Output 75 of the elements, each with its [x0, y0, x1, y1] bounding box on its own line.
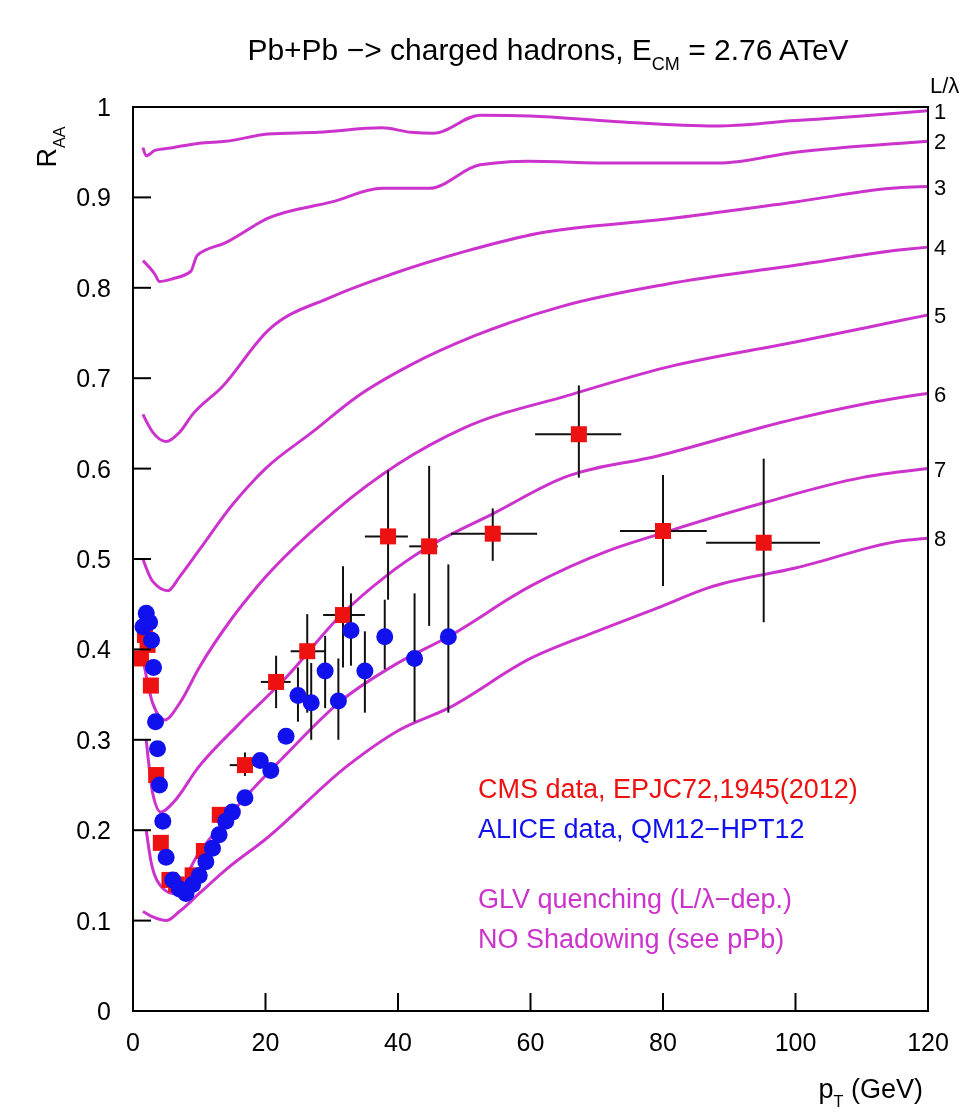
line-series [141, 536, 930, 923]
y-tick-label: 0.1 [76, 906, 111, 935]
point [149, 740, 167, 758]
text: ALICE data, QM12−HPT12 [478, 814, 805, 844]
legend-title: L/λ [930, 73, 960, 98]
y-tick-label: 0.4 [76, 635, 112, 664]
y-tick-label: 0.8 [76, 273, 111, 302]
point [342, 621, 360, 639]
point [268, 673, 285, 690]
point [151, 776, 168, 794]
line-series [141, 245, 930, 593]
point [356, 662, 374, 680]
point [262, 762, 280, 780]
point [421, 538, 438, 555]
point [302, 694, 320, 712]
line-series [141, 139, 930, 283]
series-label: 6 [934, 381, 947, 407]
point [406, 649, 424, 667]
line-series [141, 185, 930, 443]
y-tick-label: 0.5 [76, 545, 111, 573]
point [251, 752, 269, 770]
point [484, 525, 501, 542]
y-tick-label: 0.7 [76, 364, 111, 393]
point [152, 834, 169, 851]
chart-title: Pb+Pb −> charged hadrons, E$_{CM}$ = 2.76 ATeV [247, 33, 849, 74]
y-tick-label: 1 [97, 93, 111, 121]
point [655, 522, 671, 539]
point [142, 677, 159, 694]
point [329, 692, 347, 710]
series-label: 7 [934, 456, 947, 482]
x-axis-title: p$_{T}$ (GeV) [818, 1074, 923, 1110]
series-label: 3 [934, 174, 947, 200]
y-tick-label: 0.6 [76, 454, 111, 483]
series-label: 1 [934, 98, 947, 124]
point [439, 628, 457, 646]
point [236, 789, 254, 807]
point [223, 803, 241, 821]
point [380, 528, 397, 545]
point [289, 687, 307, 704]
point [316, 662, 334, 680]
x-tick-label: 120 [907, 1028, 949, 1056]
point [335, 607, 352, 624]
line-series [141, 109, 930, 158]
point [143, 631, 161, 649]
point [154, 812, 172, 830]
point [197, 853, 215, 871]
annotation: GLV quenching (L/λ−dep.) [478, 884, 792, 914]
series-label: 5 [934, 302, 947, 328]
text: CMS data, EPJC72,1945(2012) [478, 774, 858, 804]
point [210, 826, 228, 844]
point [236, 757, 253, 774]
point [376, 628, 394, 646]
point [277, 727, 295, 745]
y-tick-label: 0.2 [76, 816, 111, 845]
point [755, 534, 772, 551]
point [570, 426, 587, 443]
point [145, 658, 163, 676]
point [147, 713, 165, 731]
point [299, 643, 316, 660]
x-tick-label: 0 [126, 1028, 140, 1056]
y-tick-label: 0 [97, 997, 111, 1025]
point [190, 866, 208, 884]
series-label: 2 [934, 129, 947, 155]
y-tick-label: 0.9 [76, 183, 111, 212]
y-tick-label: 0.3 [76, 725, 111, 754]
series-label: 4 [934, 235, 947, 261]
annotation: NO Shadowing (see pPb) [478, 924, 785, 954]
x-tick-label: 80 [649, 1028, 677, 1056]
point [204, 839, 221, 857]
x-tick-label: 20 [251, 1028, 280, 1056]
x-tick-label: 60 [516, 1028, 545, 1056]
series-label: 8 [934, 526, 947, 552]
point [157, 848, 175, 866]
x-tick-label: 100 [774, 1028, 817, 1056]
x-tick-label: 40 [384, 1028, 412, 1056]
